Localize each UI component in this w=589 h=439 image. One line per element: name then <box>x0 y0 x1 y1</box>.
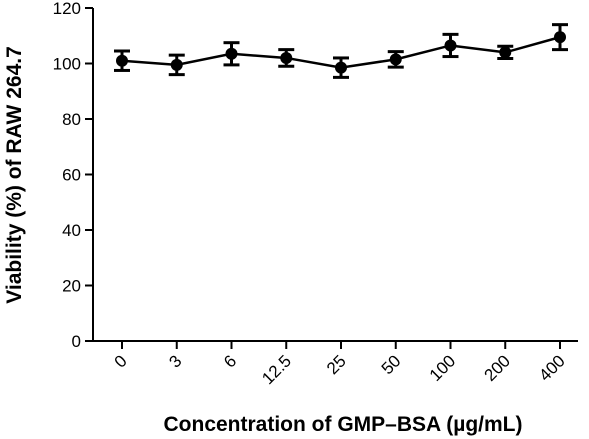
x-tick-label: 200 <box>481 351 514 384</box>
y-axis-title: Viability (%) of RAW 264.7 <box>3 46 26 304</box>
y-tick-label: 60 <box>62 166 81 185</box>
x-tick-label: 400 <box>535 351 568 384</box>
data-point <box>170 58 183 71</box>
y-tick-label: 40 <box>62 221 81 240</box>
x-axis-title: Concentration of GMP–BSA (µg/mL) <box>164 413 523 436</box>
y-tick-label: 20 <box>62 277 81 296</box>
data-point <box>280 51 293 64</box>
x-tick-label: 6 <box>220 351 240 371</box>
y-tick-label: 100 <box>53 55 81 74</box>
data-point <box>554 31 566 44</box>
x-tick-label: 25 <box>323 351 350 378</box>
data-point <box>389 53 402 66</box>
data-point <box>444 39 457 52</box>
data-point <box>335 61 347 74</box>
x-tick-label: 12.5 <box>258 351 295 388</box>
y-tick-label: 120 <box>53 0 81 18</box>
data-point <box>116 54 128 67</box>
y-tick-label: 0 <box>72 332 81 351</box>
data-point <box>499 46 512 59</box>
x-tick-label: 3 <box>165 351 185 371</box>
y-tick-label: 80 <box>62 110 81 129</box>
x-tick-label: 50 <box>378 351 405 378</box>
x-tick-label: 100 <box>426 351 459 384</box>
data-point <box>225 47 238 60</box>
x-tick-label: 0 <box>111 351 131 371</box>
